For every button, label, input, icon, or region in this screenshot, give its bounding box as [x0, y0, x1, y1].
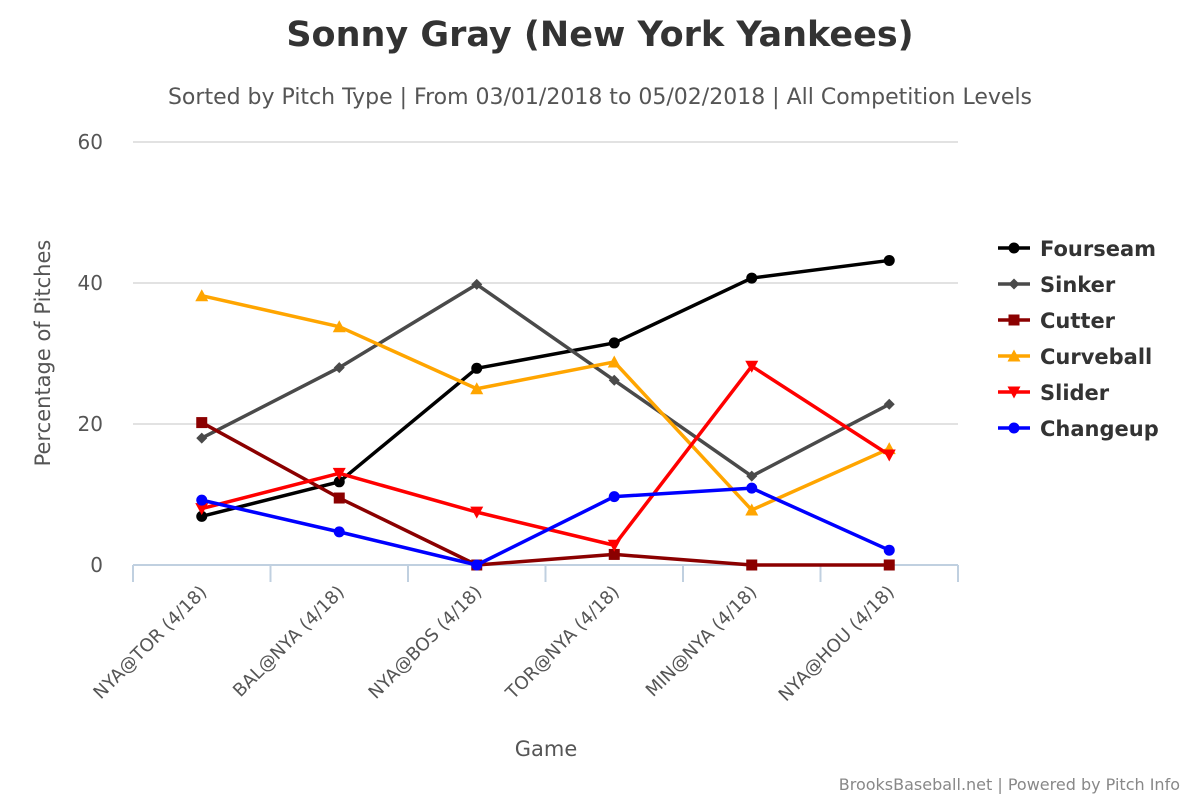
- series-fourseam: [196, 254, 895, 522]
- legend-marker: [1008, 242, 1020, 254]
- y-tick-label: 40: [78, 271, 103, 295]
- cutter-line: [200, 421, 890, 567]
- chart-title: Sonny Gray (New York Yankees): [286, 15, 913, 55]
- fourseam-point: [608, 337, 620, 349]
- gridlines: [133, 141, 958, 425]
- sinker-point: [608, 374, 620, 386]
- fourseam-point: [333, 476, 345, 488]
- cutter-point: [608, 548, 620, 560]
- credits[interactable]: BrooksBaseball.net | Powered by Pitch In…: [839, 775, 1180, 794]
- series-sinker: [196, 278, 895, 482]
- curveball-point: [470, 382, 484, 395]
- legend-item-cutter[interactable]: Cutter: [998, 309, 1116, 333]
- legend-label: Fourseam: [1040, 237, 1156, 261]
- sinker-point: [883, 398, 895, 410]
- legend-item-slider[interactable]: Slider: [998, 381, 1110, 405]
- changeup-point: [746, 482, 758, 494]
- x-tick-label: NYA@TOR (4/18): [89, 582, 211, 704]
- x-tick-label: NYA@BOS (4/18): [365, 582, 487, 704]
- legend-label: Changeup: [1040, 417, 1159, 441]
- legend-item-curveball[interactable]: Curveball: [998, 345, 1152, 369]
- slider-point: [745, 360, 759, 373]
- slider-point: [470, 506, 484, 519]
- curveball-point: [607, 355, 621, 368]
- series-changeup: [196, 482, 895, 571]
- x-tick-label: BAL@NYA (4/18): [229, 582, 349, 702]
- sinker-point: [196, 432, 208, 444]
- x-axis-ticks: NYA@TOR (4/18) BAL@NYA (4/18) NYA@BOS (4/1…: [89, 582, 898, 706]
- cutter-point: [883, 559, 895, 571]
- x-tick-label: TOR@NYA (4/18): [501, 582, 623, 704]
- fourseam-point: [471, 362, 483, 374]
- chart-subtitle: Sorted by Pitch Type | From 03/01/2018 t…: [168, 85, 1032, 110]
- legend-label: Sinker: [1040, 273, 1116, 297]
- changeup-point: [608, 491, 620, 503]
- legend-item-sinker[interactable]: Sinker: [998, 273, 1116, 297]
- cutter-point: [196, 417, 208, 429]
- slider-point: [607, 539, 621, 552]
- x-tick-label: NYA@HOU (4/18): [775, 582, 899, 706]
- curveball-point: [745, 503, 759, 516]
- x-tick-label: MIN@NYA (4/18): [642, 582, 761, 701]
- cutter-point: [746, 559, 758, 571]
- curveball-point: [195, 289, 209, 302]
- slider-point: [332, 467, 346, 480]
- fourseam-line: [201, 258, 890, 519]
- legend-label: Cutter: [1040, 309, 1116, 333]
- changeup-line: [201, 486, 890, 567]
- sinker-point: [333, 362, 345, 374]
- fourseam-point: [196, 510, 208, 522]
- changeup-point: [196, 494, 208, 506]
- cutter-point: [333, 492, 345, 504]
- legend-marker: [1007, 386, 1021, 399]
- slider-point: [882, 449, 896, 462]
- legend: Fourseam Sinker Cutter Curveball Slider Chang…: [998, 237, 1159, 441]
- series-slider: [195, 360, 896, 552]
- changeup-point: [333, 526, 345, 538]
- slider-point: [195, 503, 209, 516]
- changeup-point: [883, 544, 895, 556]
- slider-line: [201, 364, 891, 548]
- legend-label: Slider: [1040, 381, 1110, 405]
- curveball-point: [332, 320, 346, 333]
- x-axis: [132, 564, 959, 582]
- sinker-point: [746, 470, 758, 482]
- fourseam-point: [883, 254, 895, 266]
- legend-marker: [1008, 422, 1020, 434]
- legend-marker: [1008, 314, 1020, 326]
- legend-marker: [1008, 278, 1020, 290]
- sinker-line: [200, 282, 891, 478]
- y-tick-label: 60: [78, 130, 103, 154]
- fourseam-point: [746, 272, 758, 284]
- sinker-point: [471, 278, 483, 290]
- legend-item-changeup[interactable]: Changeup: [998, 417, 1159, 441]
- y-axis-ticks: 0 20 40 60: [78, 130, 103, 577]
- x-axis-title: Game: [515, 737, 578, 761]
- legend-marker: [1007, 349, 1021, 362]
- series-lines: [195, 254, 896, 571]
- y-axis-title: Percentage of Pitches: [31, 240, 55, 467]
- legend-label: Curveball: [1040, 345, 1152, 369]
- changeup-point: [471, 559, 483, 571]
- y-tick-label: 0: [90, 553, 103, 577]
- legend-item-fourseam[interactable]: Fourseam: [998, 237, 1156, 261]
- y-tick-label: 20: [78, 412, 103, 436]
